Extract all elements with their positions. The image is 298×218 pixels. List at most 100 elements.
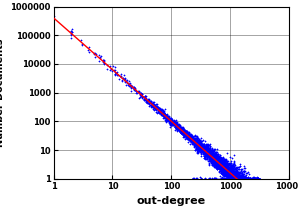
Point [212,160,217,163]
Point [226,169,231,172]
Point [215,152,220,156]
Point [239,177,244,181]
Point [214,166,219,170]
Point [218,166,223,169]
Point [235,175,240,179]
Point [187,136,192,139]
Point [221,162,226,166]
Point [218,165,223,168]
Point [220,161,225,165]
Point [206,149,210,153]
Point [215,160,219,164]
Point [221,167,226,170]
Point [248,177,252,181]
Point [218,167,223,171]
Point [238,177,243,181]
Point [195,138,200,142]
Point [217,155,222,158]
Point [148,101,153,105]
Point [246,177,251,181]
Point [152,106,157,110]
Point [243,177,247,181]
Point [232,153,236,157]
Point [231,177,235,181]
Point [188,137,193,141]
Point [224,173,229,177]
Point [256,177,260,181]
Point [223,167,228,171]
Point [246,177,250,181]
Point [237,177,242,181]
Point [152,102,157,106]
Point [221,167,225,170]
Point [222,169,227,173]
Point [183,131,188,135]
Point [244,177,249,181]
Point [209,153,214,156]
Point [208,148,213,151]
Point [239,167,244,170]
Point [167,116,172,119]
Point [221,166,226,170]
Point [208,156,213,159]
Point [127,82,131,86]
Point [223,168,227,171]
Point [217,159,222,162]
Point [211,157,215,160]
Point [217,166,221,170]
Point [185,134,190,137]
Point [223,165,228,169]
Point [143,99,148,102]
Point [238,177,243,181]
Point [144,100,149,103]
Point [252,177,257,181]
Point [166,117,170,120]
Point [219,162,224,165]
Point [178,131,183,135]
Point [227,173,232,177]
Point [218,165,223,169]
Point [224,151,229,154]
Point [206,153,211,157]
Point [160,113,165,117]
Point [169,122,174,126]
Point [216,152,221,155]
Point [211,156,216,159]
Point [250,177,254,181]
Point [176,126,181,129]
Point [187,134,191,138]
Point [242,176,247,180]
Point [184,136,189,139]
Point [214,152,219,156]
Point [230,172,235,175]
Point [209,153,214,157]
Point [213,158,218,162]
Point [175,125,179,129]
Point [226,173,230,176]
Point [181,131,186,134]
Point [192,140,197,143]
Point [191,140,196,143]
Point [220,163,225,167]
Point [223,159,228,163]
Point [192,138,196,141]
Point [142,95,147,98]
Point [154,102,159,106]
Point [207,163,211,166]
Point [212,162,217,165]
Point [186,136,190,139]
Point [120,76,125,80]
Point [190,138,195,141]
Point [217,154,221,158]
Point [209,157,214,161]
Point [203,151,207,154]
Point [213,158,218,161]
Point [218,165,223,169]
Point [220,167,225,170]
Point [240,177,245,181]
Point [165,114,170,118]
Point [222,162,227,166]
Point [218,159,222,163]
Point [94,52,98,56]
Point [204,151,209,155]
